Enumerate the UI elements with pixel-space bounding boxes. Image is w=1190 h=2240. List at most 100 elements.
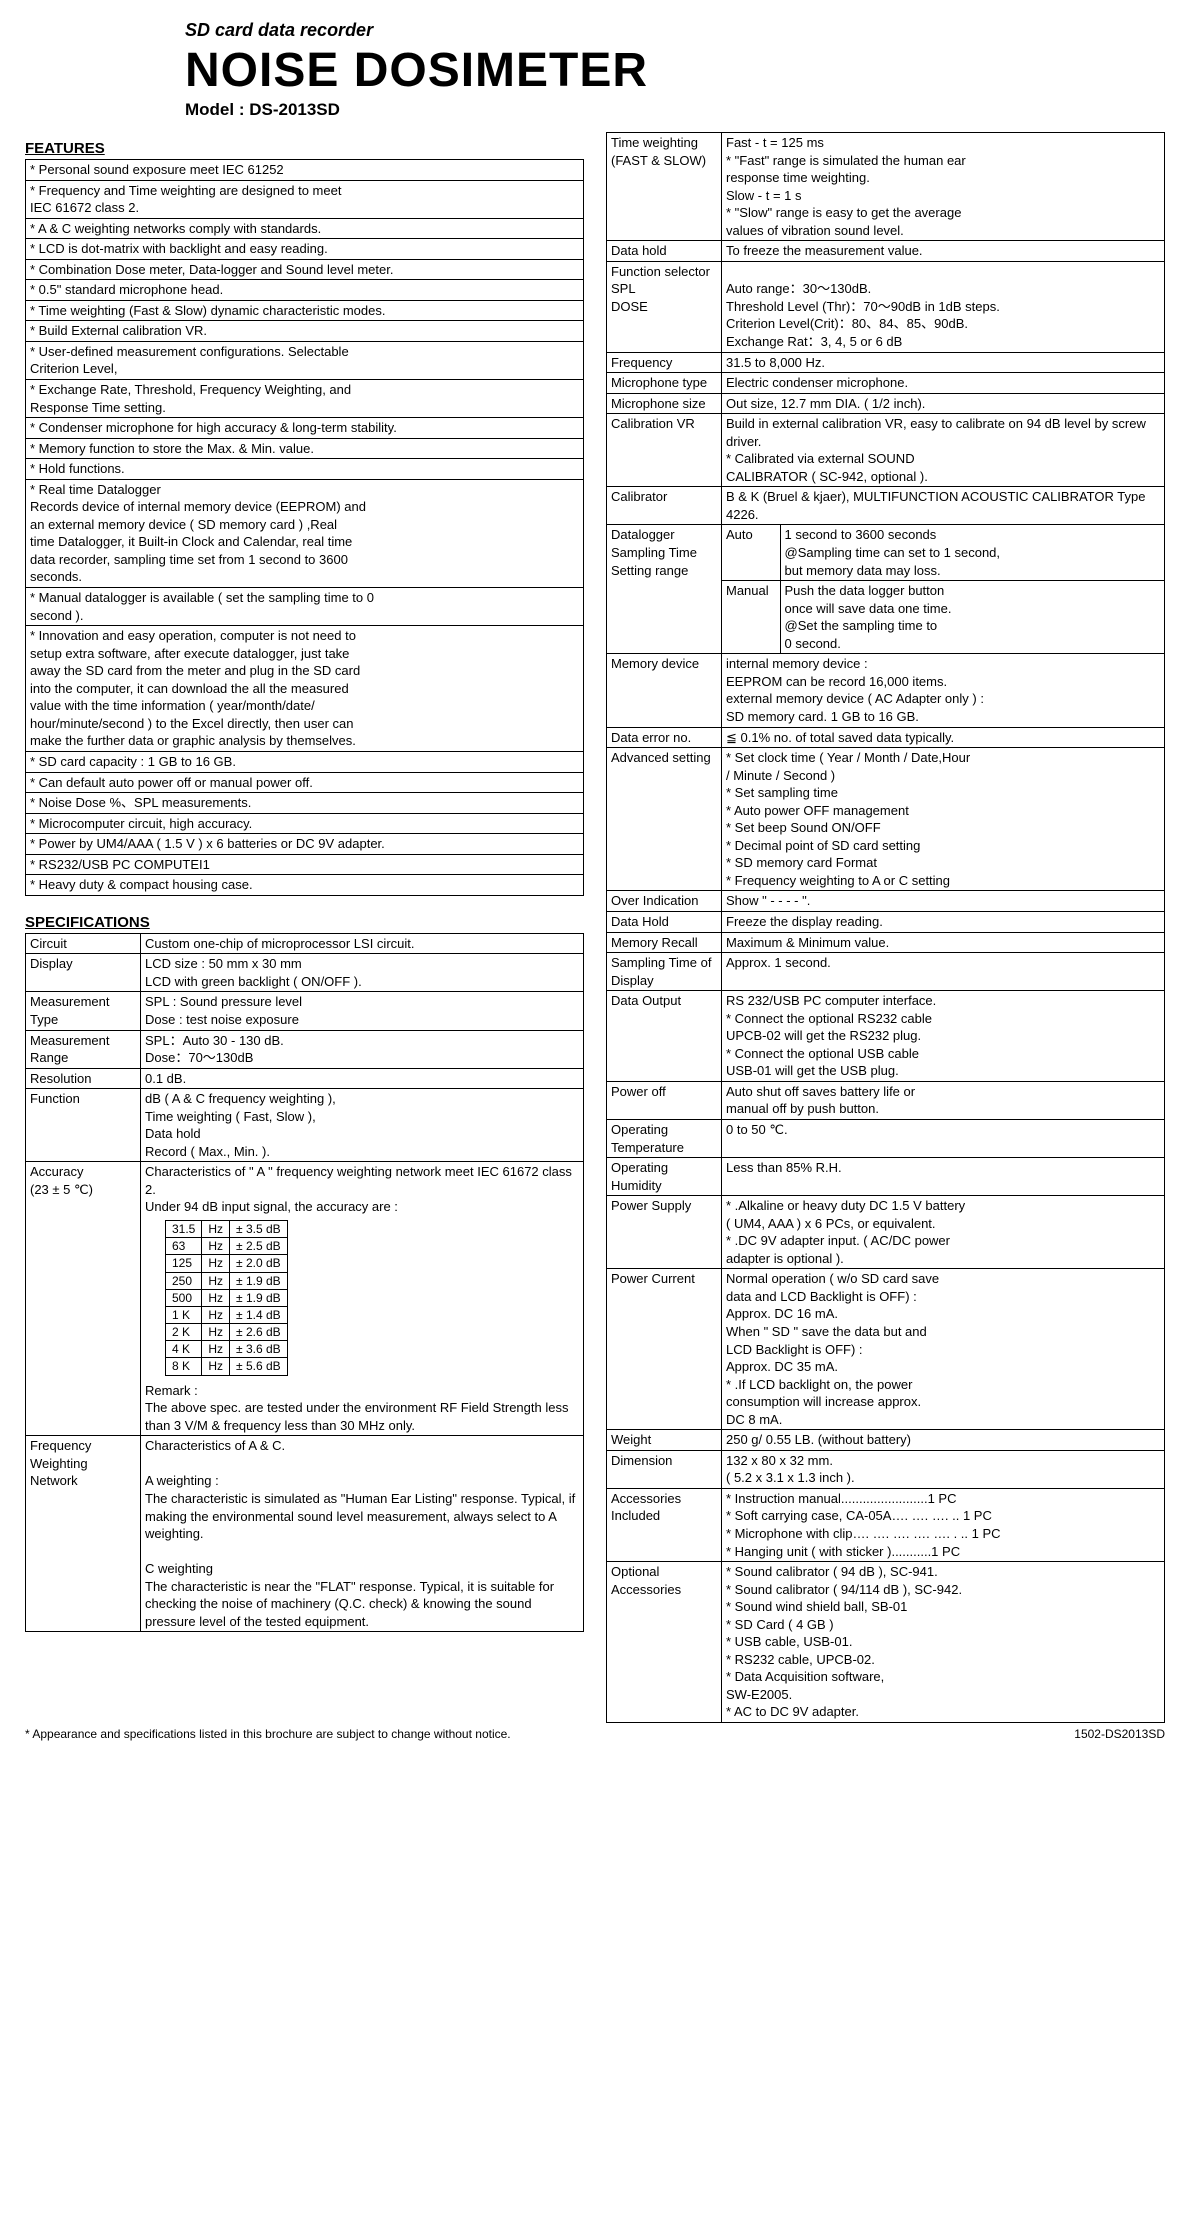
acc-val: ± 1.9 dB [230, 1289, 288, 1306]
spec-key: Circuit [26, 933, 141, 954]
spec-value: Build in external calibration VR, easy t… [722, 414, 1165, 487]
feature-row: * Can default auto power off or manual p… [26, 772, 584, 793]
spec-value: Auto range：30～130dB.Threshold Level (Thr… [722, 261, 1165, 352]
spec-key: Power off [607, 1081, 722, 1119]
footer-note: * Appearance and specifications listed i… [25, 1727, 511, 1741]
sampling-manual-label: Manual [722, 581, 780, 654]
spec-key: Memory Recall [607, 932, 722, 953]
spec-key: Frequency [607, 352, 722, 373]
feature-row: * A & C weighting networks comply with s… [26, 218, 584, 239]
spec-key: Memory device [607, 654, 722, 727]
feature-row: * Condenser microphone for high accuracy… [26, 418, 584, 439]
spec-key: Power Current [607, 1269, 722, 1430]
spec-value: SPL：Auto 30 - 130 dB.Dose：70～130dB [141, 1030, 584, 1068]
spec-value: Maximum & Minimum value. [722, 932, 1165, 953]
spec-value: dB ( A & C frequency weighting ),Time we… [141, 1089, 584, 1162]
acc-freq: 31.5 [166, 1220, 202, 1237]
acc-freq: 1 K [166, 1306, 202, 1323]
main-columns: FEATURES * Personal sound exposure meet … [25, 132, 1165, 1723]
spec-value: 250 g/ 0.55 LB. (without battery) [722, 1430, 1165, 1451]
spec-value: Auto1 second to 3600 seconds@Sampling ti… [722, 525, 1165, 654]
acc-unit: Hz [202, 1220, 230, 1237]
acc-val: ± 5.6 dB [230, 1358, 288, 1375]
spec-key: Power Supply [607, 1196, 722, 1269]
spec-value: Auto shut off saves battery life ormanua… [722, 1081, 1165, 1119]
spec-value: Freeze the display reading. [722, 911, 1165, 932]
spec-value: 132 x 80 x 32 mm.( 5.2 x 3.1 x 1.3 inch … [722, 1450, 1165, 1488]
acc-freq: 63 [166, 1238, 202, 1255]
acc-val: ± 2.5 dB [230, 1238, 288, 1255]
spec-value: * Set clock time ( Year / Month / Date,H… [722, 748, 1165, 891]
spec-key: Calibration VR [607, 414, 722, 487]
spec-value: Normal operation ( w/o SD card savedata … [722, 1269, 1165, 1430]
specs-left-table: CircuitCustom one-chip of microprocessor… [25, 933, 584, 1633]
spec-key: Frequency Weighting Network [26, 1436, 141, 1632]
sampling-table: Auto1 second to 3600 seconds@Sampling ti… [722, 525, 1164, 653]
spec-key: Function selector SPL DOSE [607, 261, 722, 352]
acc-unit: Hz [202, 1324, 230, 1341]
spec-value: 31.5 to 8,000 Hz. [722, 352, 1165, 373]
specs-right-table: Time weighting (FAST & SLOW)Fast - t = 1… [606, 132, 1165, 1723]
acc-freq: 500 [166, 1289, 202, 1306]
sampling-manual-val: Push the data logger buttononce will sav… [780, 581, 1164, 654]
features-table: * Personal sound exposure meet IEC 61252… [25, 159, 584, 896]
feature-row: * Frequency and Time weighting are desig… [26, 180, 584, 218]
right-column: Time weighting (FAST & SLOW)Fast - t = 1… [606, 132, 1165, 1723]
feature-row: * Build External calibration VR. [26, 321, 584, 342]
spec-value: LCD size : 50 mm x 30 mmLCD with green b… [141, 954, 584, 992]
spec-key: Weight [607, 1430, 722, 1451]
feature-row: * SD card capacity : 1 GB to 16 GB. [26, 751, 584, 772]
spec-value: * Sound calibrator ( 94 dB ), SC-941.* S… [722, 1562, 1165, 1723]
spec-value: To freeze the measurement value. [722, 241, 1165, 262]
feature-row: * Memory function to store the Max. & Mi… [26, 438, 584, 459]
spec-value: Custom one-chip of microprocessor LSI ci… [141, 933, 584, 954]
acc-freq: 2 K [166, 1324, 202, 1341]
spec-key: Accessories Included [607, 1488, 722, 1561]
acc-val: ± 2.6 dB [230, 1324, 288, 1341]
sampling-auto-val: 1 second to 3600 seconds@Sampling time c… [780, 525, 1164, 580]
spec-key: Dimension [607, 1450, 722, 1488]
feature-row: * Hold functions. [26, 459, 584, 480]
acc-freq: 4 K [166, 1341, 202, 1358]
spec-key: Time weighting (FAST & SLOW) [607, 133, 722, 241]
spec-key: Microphone size [607, 393, 722, 414]
spec-key: Measurement Range [26, 1030, 141, 1068]
acc-val: ± 1.9 dB [230, 1272, 288, 1289]
spec-value: Characteristics of " A " frequency weigh… [141, 1162, 584, 1436]
acc-unit: Hz [202, 1289, 230, 1306]
acc-val: ± 1.4 dB [230, 1306, 288, 1323]
acc-unit: Hz [202, 1341, 230, 1358]
model: Model : DS-2013SD [185, 100, 1165, 120]
footer: * Appearance and specifications listed i… [25, 1727, 1165, 1741]
subtitle: SD card data recorder [185, 20, 1165, 41]
spec-key: Operating Humidity [607, 1158, 722, 1196]
acc-val: ± 3.6 dB [230, 1341, 288, 1358]
acc-freq: 125 [166, 1255, 202, 1272]
sampling-auto-label: Auto [722, 525, 780, 580]
spec-value: 0 to 50 ℃. [722, 1119, 1165, 1157]
acc-unit: Hz [202, 1272, 230, 1289]
spec-key: Resolution [26, 1068, 141, 1089]
feature-row: * Noise Dose %、SPL measurements. [26, 793, 584, 814]
spec-value: Out size, 12.7 mm DIA. ( 1/2 inch). [722, 393, 1165, 414]
spec-key: Data error no. [607, 727, 722, 748]
feature-row: * Heavy duty & compact housing case. [26, 875, 584, 896]
spec-value: B & K (Bruel & kjaer), MULTIFUNCTION ACO… [722, 487, 1165, 525]
spec-value: * Instruction manual....................… [722, 1488, 1165, 1561]
accuracy-table: 31.5Hz± 3.5 dB63Hz± 2.5 dB125Hz± 2.0 dB2… [165, 1220, 288, 1376]
feature-row: * Power by UM4/AAA ( 1.5 V ) x 6 batteri… [26, 834, 584, 855]
spec-key: Datalogger Sampling Time Setting range [607, 525, 722, 654]
spec-key: Microphone type [607, 373, 722, 394]
acc-unit: Hz [202, 1358, 230, 1375]
spec-key: Operating Temperature [607, 1119, 722, 1157]
feature-row: * Personal sound exposure meet IEC 61252 [26, 160, 584, 181]
spec-key: Accuracy(23 ± 5 ℃) [26, 1162, 141, 1436]
feature-row: * Microcomputer circuit, high accuracy. [26, 813, 584, 834]
feature-row: * Real time Datalogger Records device of… [26, 479, 584, 587]
spec-value: 0.1 dB. [141, 1068, 584, 1089]
acc-unit: Hz [202, 1306, 230, 1323]
acc-val: ± 2.0 dB [230, 1255, 288, 1272]
spec-value: SPL : Sound pressure levelDose : test no… [141, 992, 584, 1030]
spec-key: Data hold [607, 241, 722, 262]
acc-unit: Hz [202, 1238, 230, 1255]
